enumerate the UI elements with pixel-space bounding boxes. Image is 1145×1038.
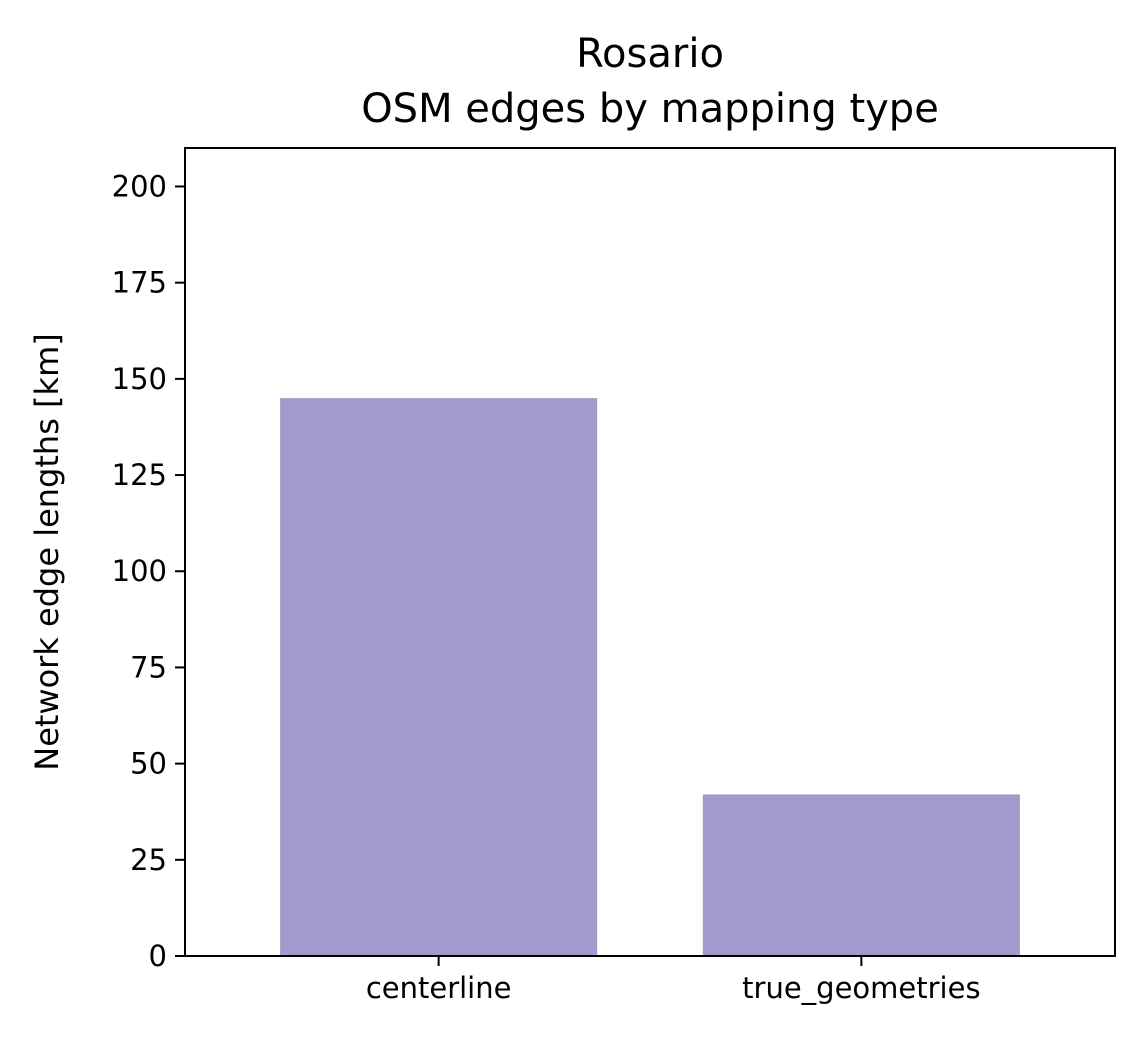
y-tick-label: 75 <box>130 650 167 684</box>
y-tick-label: 50 <box>130 747 167 781</box>
x-tick-label: true_geometries <box>742 971 980 1005</box>
y-tick-label: 25 <box>130 843 167 877</box>
chart-title-line-1: Rosario <box>576 31 724 77</box>
plot-frame <box>184 147 1116 957</box>
y-tick-label: 175 <box>112 266 167 300</box>
x-tick-label: centerline <box>366 971 512 1005</box>
x-axis-ticks: centerline true_geometries <box>366 956 981 1005</box>
chart-title-line-2: OSM edges by mapping type <box>361 86 939 132</box>
bars-layer <box>280 398 1020 957</box>
y-axis-ticks: 0 25 50 75 100 125 150 175 200 <box>112 169 185 973</box>
y-tick-label: 125 <box>112 458 167 492</box>
bar-centerline <box>280 398 598 957</box>
y-tick-label: 0 <box>149 939 167 973</box>
y-axis-label: Network edge lengths [km] <box>28 333 66 770</box>
y-tick-label: 200 <box>112 169 167 203</box>
y-tick-label: 100 <box>112 554 167 588</box>
bar-true-geometries <box>702 794 1020 956</box>
y-tick-label: 150 <box>112 362 167 396</box>
